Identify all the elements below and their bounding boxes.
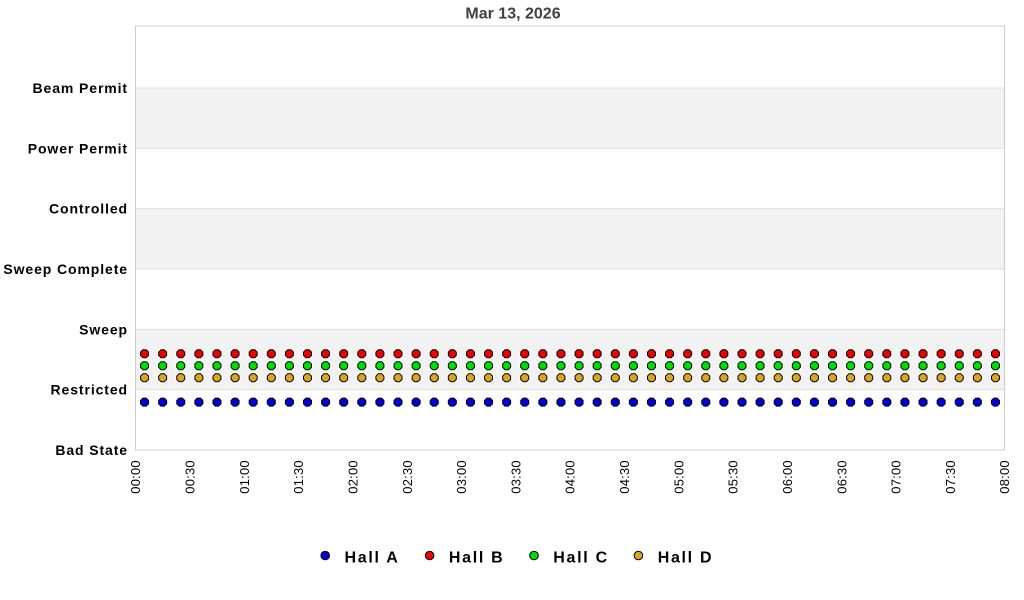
svg-text:05:30: 05:30	[726, 460, 741, 494]
svg-text:Bad State: Bad State	[55, 442, 128, 458]
svg-text:Sweep Complete: Sweep Complete	[3, 261, 128, 277]
svg-text:Sweep: Sweep	[79, 321, 128, 337]
svg-text:Power Permit: Power Permit	[28, 140, 128, 156]
svg-text:Hall B: Hall B	[449, 549, 505, 566]
svg-text:Mar 13, 2026: Mar 13, 2026	[465, 6, 560, 23]
svg-text:00:00: 00:00	[128, 460, 143, 494]
svg-text:07:00: 07:00	[889, 460, 904, 494]
svg-text:07:30: 07:30	[943, 460, 958, 494]
svg-text:02:00: 02:00	[345, 460, 360, 494]
svg-text:03:00: 03:00	[454, 460, 469, 494]
svg-text:02:30: 02:30	[400, 460, 415, 494]
svg-text:08:00: 08:00	[997, 460, 1012, 494]
svg-text:Restricted: Restricted	[51, 382, 128, 398]
svg-text:06:30: 06:30	[834, 460, 849, 494]
svg-text:06:00: 06:00	[780, 460, 795, 494]
svg-text:Hall C: Hall C	[553, 549, 609, 566]
svg-text:03:30: 03:30	[508, 460, 523, 494]
svg-text:04:00: 04:00	[563, 460, 578, 494]
svg-text:04:30: 04:30	[617, 460, 632, 494]
svg-text:Hall D: Hall D	[658, 549, 714, 566]
svg-text:Controlled: Controlled	[49, 201, 128, 217]
svg-text:05:00: 05:00	[671, 460, 686, 494]
svg-text:01:30: 01:30	[291, 460, 306, 494]
svg-text:01:00: 01:00	[237, 460, 252, 494]
svg-text:00:30: 00:30	[183, 460, 198, 494]
svg-text:Beam Permit: Beam Permit	[33, 80, 129, 96]
svg-text:Hall A: Hall A	[345, 549, 400, 566]
